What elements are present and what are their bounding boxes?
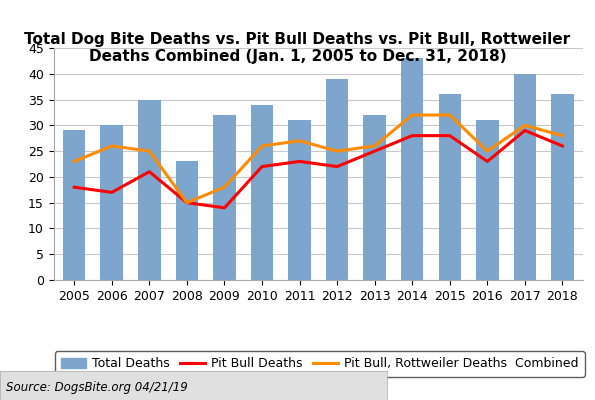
Bar — [401, 58, 424, 280]
Bar — [176, 162, 198, 280]
Bar — [63, 130, 86, 280]
Bar — [476, 120, 499, 280]
Bar — [289, 120, 311, 280]
Text: Source: DogsBite.org 04/21/19: Source: DogsBite.org 04/21/19 — [6, 380, 187, 394]
Bar — [326, 79, 348, 280]
Bar — [513, 74, 536, 280]
Bar — [101, 125, 123, 280]
Legend: Total Deaths, Pit Bull Deaths, Pit Bull, Rottweiler Deaths  Combined: Total Deaths, Pit Bull Deaths, Pit Bull,… — [55, 351, 584, 377]
Bar — [138, 100, 161, 280]
Bar — [213, 115, 236, 280]
Bar — [250, 105, 273, 280]
Bar — [364, 115, 386, 280]
Bar — [439, 94, 461, 280]
Bar — [551, 94, 574, 280]
Text: Total Dog Bite Deaths vs. Pit Bull Deaths vs. Pit Bull, Rottweiler
Deaths Combin: Total Dog Bite Deaths vs. Pit Bull Death… — [24, 32, 571, 64]
